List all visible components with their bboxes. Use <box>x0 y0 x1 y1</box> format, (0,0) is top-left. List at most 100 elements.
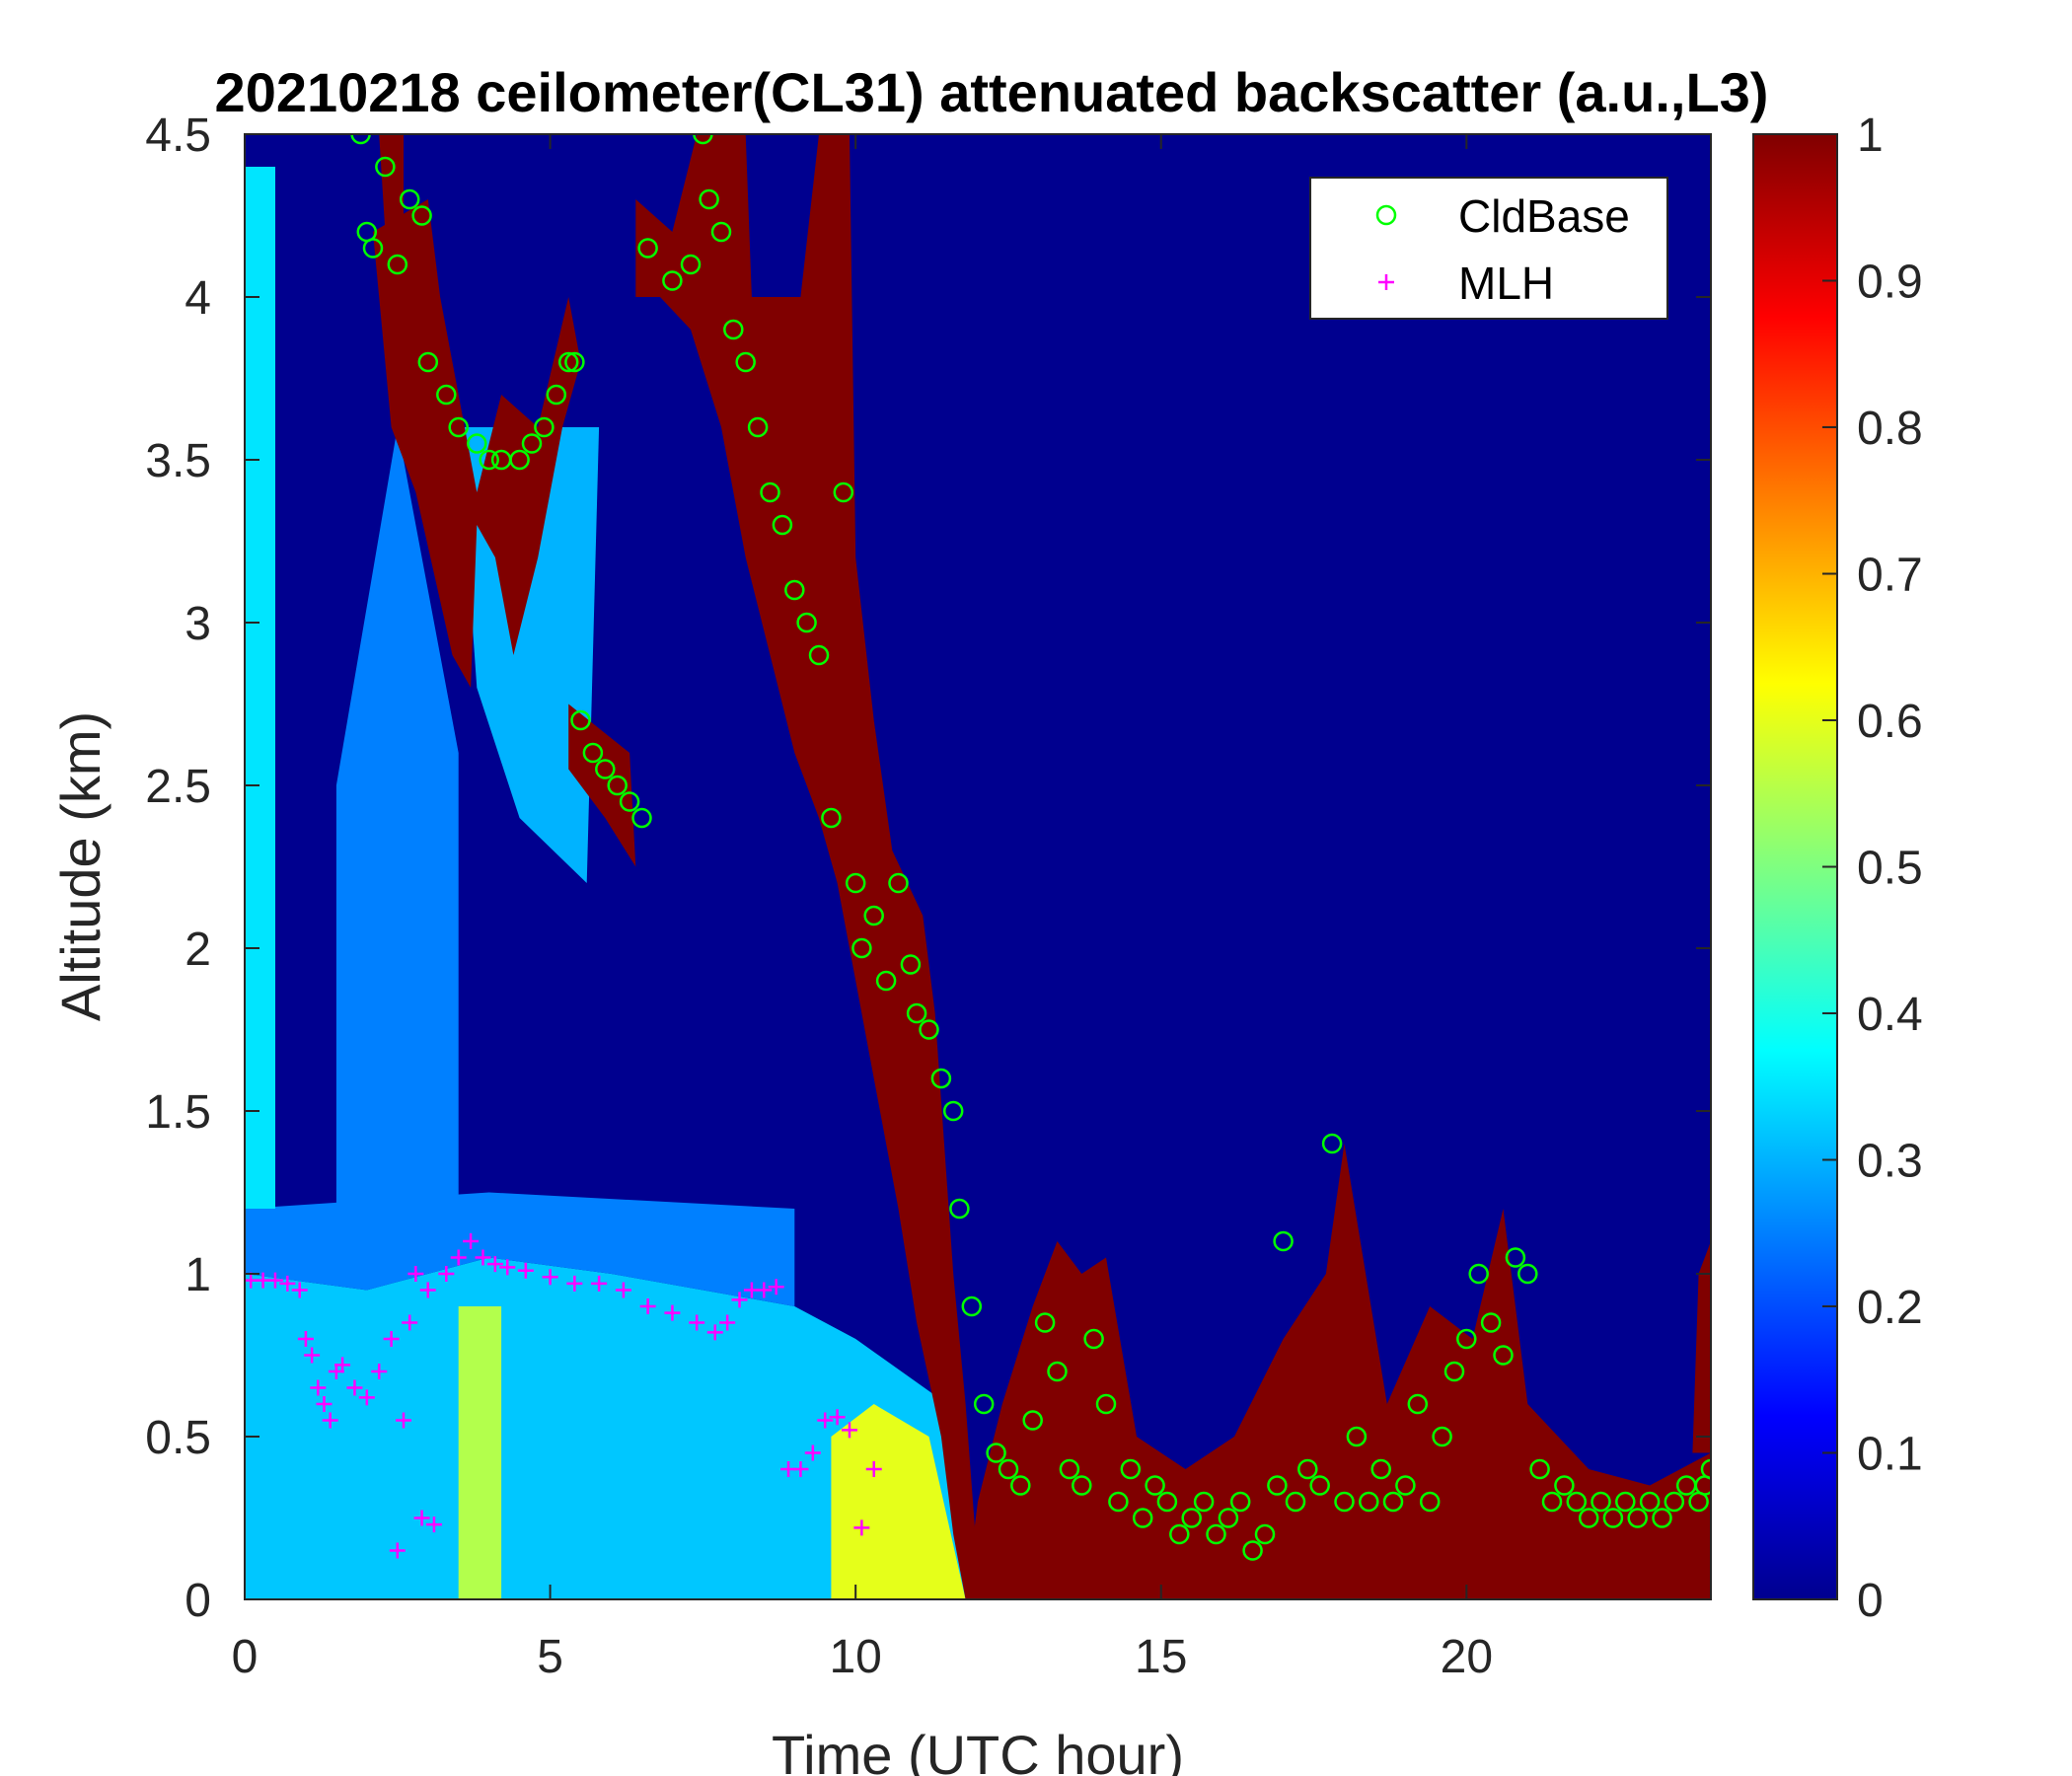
cldbase-point <box>930 1068 952 1089</box>
y-tick-label: 4.5 <box>145 110 211 162</box>
legend-box <box>1309 177 1668 320</box>
colorbar-tick-label: 0.9 <box>1857 257 1923 309</box>
mlh-point <box>346 1379 363 1396</box>
colorbar-tick-label: 0.5 <box>1857 843 1923 895</box>
cldbase-point <box>735 351 756 373</box>
mlh-point <box>853 1519 870 1536</box>
x-tick-label: 15 <box>1135 1631 1187 1683</box>
cldbase-point <box>1242 1540 1263 1561</box>
cldbase-point <box>1578 1508 1599 1528</box>
mlh-point <box>297 1331 314 1347</box>
cldbase-point <box>710 221 732 243</box>
cldbase-point <box>784 579 805 601</box>
cldbase-point <box>1566 1491 1588 1513</box>
cldbase-point <box>1493 1345 1514 1366</box>
legend: CldBase MLH <box>1309 177 1668 320</box>
cldbase-point <box>631 807 652 829</box>
cldbase-point <box>1273 1230 1294 1252</box>
cldbase-point <box>637 238 658 259</box>
cldbase-point <box>1218 1508 1239 1528</box>
mlh-point <box>334 1357 351 1373</box>
mlh-point <box>486 1256 503 1273</box>
cldbase-point <box>888 872 909 894</box>
cldbase-point <box>387 254 408 275</box>
chart-title: 20210218 ceilometer(CL31) attenuated bac… <box>215 61 1769 123</box>
legend-cldbase-label: CldBase <box>1458 190 1630 242</box>
mlh-point <box>517 1262 534 1279</box>
y-tick-label: 2.5 <box>145 761 211 813</box>
cldbase-point <box>1700 1458 1711 1480</box>
cldbase-point <box>1254 1523 1276 1545</box>
cldbase-point <box>1120 1458 1142 1480</box>
cldbase-point <box>1468 1263 1489 1285</box>
cldbase-point <box>1108 1491 1129 1513</box>
mlh-point <box>756 1282 773 1298</box>
backscatter-region-6 <box>335 427 459 1209</box>
backscatter-region-1 <box>458 1306 502 1599</box>
x-tick-label: 10 <box>829 1631 881 1683</box>
mlh-point <box>615 1282 631 1298</box>
cldbase-point <box>1480 1312 1502 1333</box>
cldbase-point <box>619 791 640 812</box>
backscatter-region-2 <box>831 1404 966 1599</box>
cldbase-point <box>961 1295 983 1317</box>
mlh-point <box>706 1324 723 1341</box>
y-axis-label: Altitude (km) <box>49 711 111 1021</box>
cldbase-point <box>851 937 872 959</box>
backscatter-region-9 <box>568 703 636 867</box>
cldbase-point <box>986 1443 1006 1463</box>
cldbase-point <box>1456 1328 1477 1350</box>
cldbase-point <box>1602 1508 1624 1528</box>
backscatter-region-0 <box>245 1257 966 1599</box>
cldbase-point <box>607 775 628 796</box>
mlh-point <box>804 1444 821 1461</box>
colorbar-axis: 0 0.1 0.2 0.3 0.4 0.5 0.6 0.7 0.8 0.9 1 <box>1822 110 1923 1627</box>
cldbase-point <box>582 742 604 764</box>
cldbase-point <box>546 384 567 406</box>
y-tick-label: 0.5 <box>145 1412 211 1464</box>
cldbase-point <box>557 351 579 373</box>
cldbase-point <box>875 970 897 992</box>
cldbase-point <box>808 644 830 666</box>
colorbar-tick-label: 0.2 <box>1857 1282 1923 1334</box>
cldbase-point <box>1132 1508 1153 1528</box>
plot-frame <box>244 133 1712 1600</box>
mlh-point <box>463 1233 480 1249</box>
cldbase-point <box>845 872 866 894</box>
cldbase-point <box>417 351 439 373</box>
cldbase-point <box>1407 1393 1429 1415</box>
cldbase-point <box>796 612 817 633</box>
y-tick-label: 0 <box>185 1575 211 1627</box>
cldbase-point <box>436 384 457 406</box>
mlh-point <box>639 1298 656 1314</box>
cldbase-point <box>1267 1475 1288 1496</box>
mlh-point <box>291 1282 308 1298</box>
backscatter-region-10 <box>635 134 978 1599</box>
cldbase-point <box>1181 1508 1202 1528</box>
mlh-point <box>817 1412 834 1429</box>
cldbase-point <box>1022 1410 1043 1431</box>
cldbase-point <box>1529 1458 1550 1480</box>
cldbase-point <box>1652 1508 1672 1528</box>
cldbase-point <box>693 134 713 145</box>
cldbase-point <box>467 433 487 454</box>
cldbase-point <box>479 449 499 471</box>
cldbase-point <box>1193 1491 1215 1513</box>
x-tick-label: 5 <box>537 1631 563 1683</box>
cldbase-point <box>1627 1508 1648 1528</box>
cldbase-point <box>448 416 469 438</box>
x-axis-label: Time (UTC hour) <box>772 1724 1184 1776</box>
mlh-point <box>475 1249 491 1266</box>
cldbase-point <box>863 905 884 926</box>
cldbase-point <box>919 1019 939 1040</box>
mlh-point <box>566 1275 583 1292</box>
mlh-point <box>322 1412 338 1429</box>
colorbar-tick-label: 0.4 <box>1857 989 1923 1041</box>
cldbase-point <box>1554 1475 1575 1496</box>
cldbase-point <box>1156 1491 1178 1513</box>
cldbase-point <box>1095 1393 1117 1415</box>
colorbar-tick-label: 0.1 <box>1857 1429 1923 1481</box>
mlh-point <box>542 1269 558 1286</box>
cldbase-point <box>1370 1458 1391 1480</box>
